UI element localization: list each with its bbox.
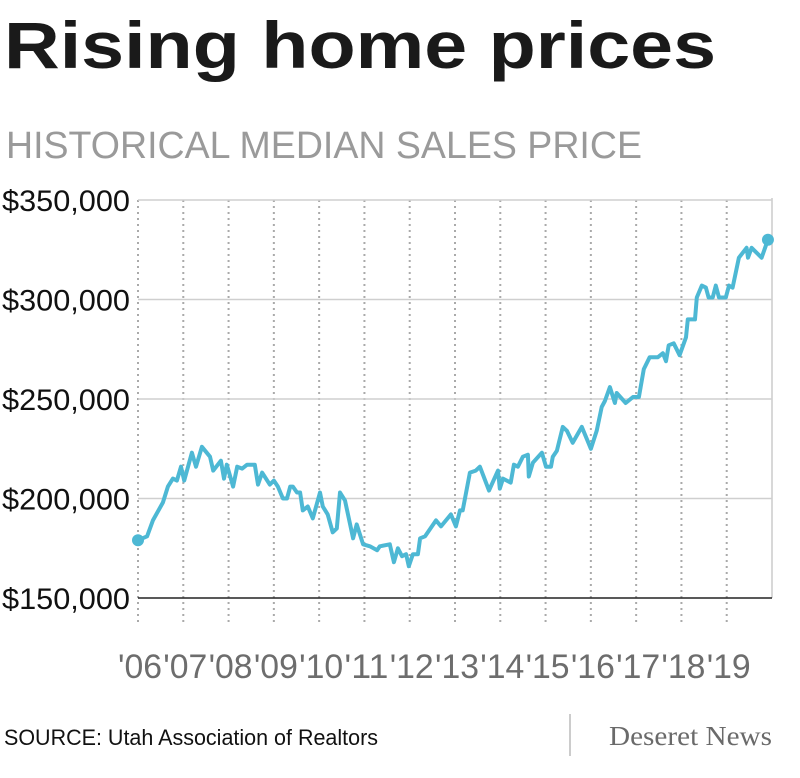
x-tick-label: '11 — [344, 648, 388, 686]
x-tick-label: '18 — [661, 648, 705, 686]
start-point — [132, 534, 144, 547]
chart-subtitle: HISTORICAL MEDIAN SALES PRICE — [6, 125, 642, 167]
x-tick-label: '19 — [707, 648, 751, 686]
grid — [137, 198, 773, 626]
y-tick-label: $300,000 — [2, 285, 130, 318]
y-axis: $150,000 $200,000 $250,000 $300,000 $350,000 — [2, 185, 130, 616]
series-layer — [132, 233, 774, 569]
x-tick-label: '09 — [254, 648, 298, 686]
x-tick-label: '16 — [571, 648, 615, 686]
x-tick-label: '17 — [616, 648, 660, 686]
x-tick-label: '08 — [209, 648, 253, 686]
price-line — [136, 237, 770, 569]
x-tick-label: '10 — [299, 648, 343, 686]
x-axis: '06'07'08'09'10'11'12'13'14'15'16'17'18 '… — [118, 648, 751, 686]
source-note: SOURCE: Utah Association of Realtors — [4, 725, 378, 750]
y-tick-label: $250,000 — [2, 384, 130, 417]
x-tick-label: '15 — [526, 648, 570, 686]
x-tick-label: '06 — [118, 648, 162, 686]
end-point — [761, 233, 774, 246]
chart-title: Rising home prices — [4, 8, 716, 82]
y-tick-label: $200,000 — [2, 484, 130, 517]
x-tick-label: '13 — [435, 648, 479, 686]
x-tick-label: '12 — [390, 648, 434, 686]
brand-logo: Deseret News — [609, 721, 772, 751]
x-tick-label: '14 — [480, 648, 524, 686]
y-tick-label: $350,000 — [2, 185, 130, 218]
y-tick-label: $150,000 — [2, 583, 130, 616]
x-tick-label: '07 — [163, 648, 207, 686]
